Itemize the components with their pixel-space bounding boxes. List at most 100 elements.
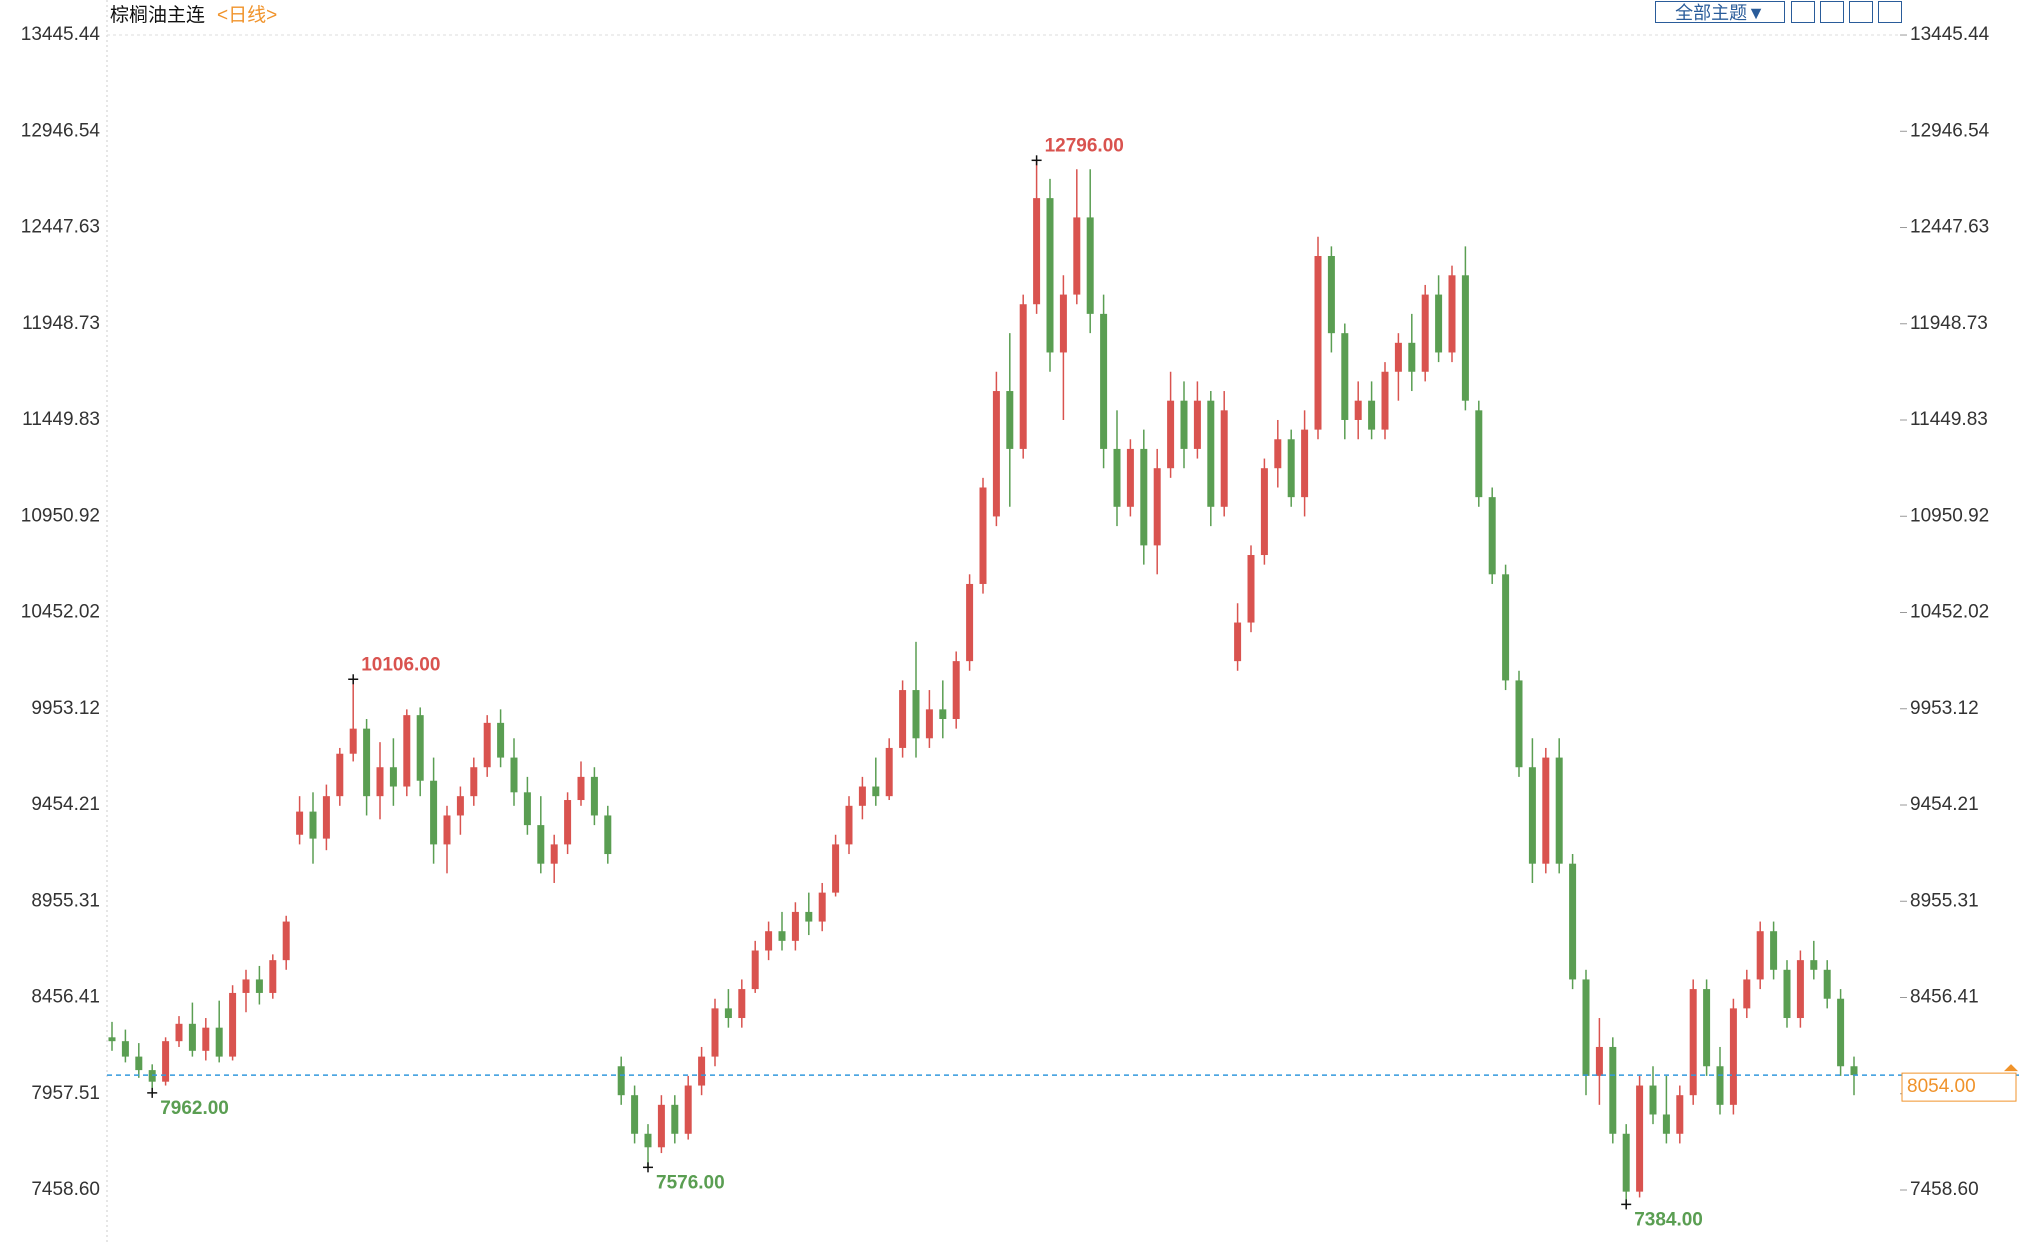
candle-body: [1649, 1085, 1657, 1115]
candle-body: [617, 1066, 625, 1096]
candle-body: [1850, 1066, 1858, 1076]
candle-body: [1595, 1046, 1603, 1076]
y-tick-label: 7957.51: [31, 1083, 100, 1104]
theme-dropdown[interactable]: 全部主题▼: [1655, 1, 1785, 23]
candle-body: [698, 1056, 706, 1086]
candle-body: [966, 583, 974, 662]
candle-body: [1140, 448, 1148, 546]
candle-body: [1046, 198, 1054, 353]
candle-body: [671, 1104, 679, 1134]
candle-body: [872, 786, 880, 797]
candle-body: [188, 1023, 196, 1051]
candle-body: [269, 960, 277, 993]
candle-body: [912, 690, 920, 739]
candle-body: [657, 1104, 665, 1148]
candle-body: [1073, 217, 1081, 295]
candle-body: [1783, 969, 1791, 1019]
candle-body: [296, 811, 304, 835]
candle-body: [1475, 410, 1483, 498]
candle-body: [1569, 863, 1577, 980]
candle-body: [1636, 1085, 1644, 1192]
candle-body: [1180, 400, 1188, 449]
candle-body: [470, 767, 478, 797]
candle-body: [1435, 294, 1443, 353]
interval[interactable]: <日线>: [217, 4, 277, 26]
candle-body: [952, 661, 960, 720]
candle-body: [1006, 391, 1014, 449]
candle-body: [202, 1027, 210, 1051]
candle-body: [1113, 448, 1121, 507]
candle-body: [1247, 555, 1255, 623]
y-tick-label: 12946.54: [21, 120, 101, 141]
tool-button[interactable]: [1820, 1, 1844, 23]
candle-body: [443, 815, 451, 845]
last-price-box: [1901, 1072, 2017, 1102]
candle-body: [282, 921, 290, 961]
candle-body: [778, 931, 786, 941]
candle-body: [1703, 989, 1711, 1067]
candle-body: [1033, 198, 1041, 305]
chart-title: 棕榈油主连: [110, 4, 205, 26]
candle-body: [162, 1041, 170, 1082]
candle-body: [135, 1056, 143, 1071]
candle-body: [376, 767, 384, 797]
y-tick-label-right: 8955.31: [1910, 890, 1979, 911]
candle-body: [1368, 400, 1376, 430]
y-tick-label: 8456.41: [31, 987, 100, 1008]
candle-body: [1287, 439, 1295, 498]
candle-body: [336, 753, 344, 797]
candle-body: [550, 844, 558, 864]
y-tick-label-right: 8456.41: [1910, 987, 1979, 1008]
candle-body: [1220, 410, 1228, 507]
candle-body: [497, 722, 505, 758]
y-tick-label-right: 13445.44: [1910, 24, 1990, 45]
candle-body: [148, 1070, 156, 1082]
candle-body: [229, 992, 237, 1057]
candle-body: [349, 728, 357, 754]
candle-body: [604, 815, 612, 855]
y-tick-label: 8955.31: [31, 890, 100, 911]
y-tick-label-right: 11948.73: [1910, 313, 1988, 334]
tool-button[interactable]: [1791, 1, 1815, 23]
candle-body: [1394, 342, 1402, 372]
candle-body: [1528, 767, 1536, 864]
candle-body: [456, 796, 464, 816]
candle-body: [1676, 1095, 1684, 1134]
tool-button[interactable]: [1878, 1, 1902, 23]
candle-body: [416, 715, 424, 781]
candle-body: [523, 792, 531, 826]
candle-body: [1408, 342, 1416, 372]
candle-body: [791, 911, 799, 941]
y-tick-label: 11948.73: [22, 313, 100, 334]
candle-body: [1796, 960, 1804, 1019]
candle-body: [724, 1008, 732, 1019]
y-tick-label: 9454.21: [31, 794, 100, 815]
candle-body: [765, 931, 773, 951]
candle-body: [1770, 931, 1778, 970]
candle-body: [1461, 275, 1469, 401]
y-tick-label-right: 12447.63: [1910, 217, 1989, 238]
extreme-label: 12796.00: [1045, 135, 1124, 156]
candle-body: [858, 786, 866, 806]
candle-body: [577, 776, 585, 801]
y-tick-label: 11449.83: [22, 409, 100, 430]
candle-body: [175, 1023, 183, 1042]
candle-body: [1019, 304, 1027, 449]
candle-body: [1059, 294, 1067, 353]
candle-body: [1100, 313, 1108, 449]
tool-button[interactable]: [1849, 1, 1873, 23]
candle-body: [430, 780, 438, 845]
y-tick-label-right: 10452.02: [1910, 602, 1989, 623]
candle-body: [1502, 574, 1510, 681]
y-tick-label-right: 9953.12: [1910, 698, 1979, 719]
y-tick-label-right: 9454.21: [1910, 794, 1979, 815]
extreme-label: 7576.00: [656, 1172, 725, 1193]
y-tick-label: 9953.12: [31, 698, 100, 719]
y-tick-label: 10452.02: [21, 602, 100, 623]
y-tick-label: 10950.92: [21, 505, 100, 526]
candle-body: [1274, 439, 1282, 469]
candle-body: [979, 487, 987, 584]
candle-body: [644, 1133, 652, 1148]
